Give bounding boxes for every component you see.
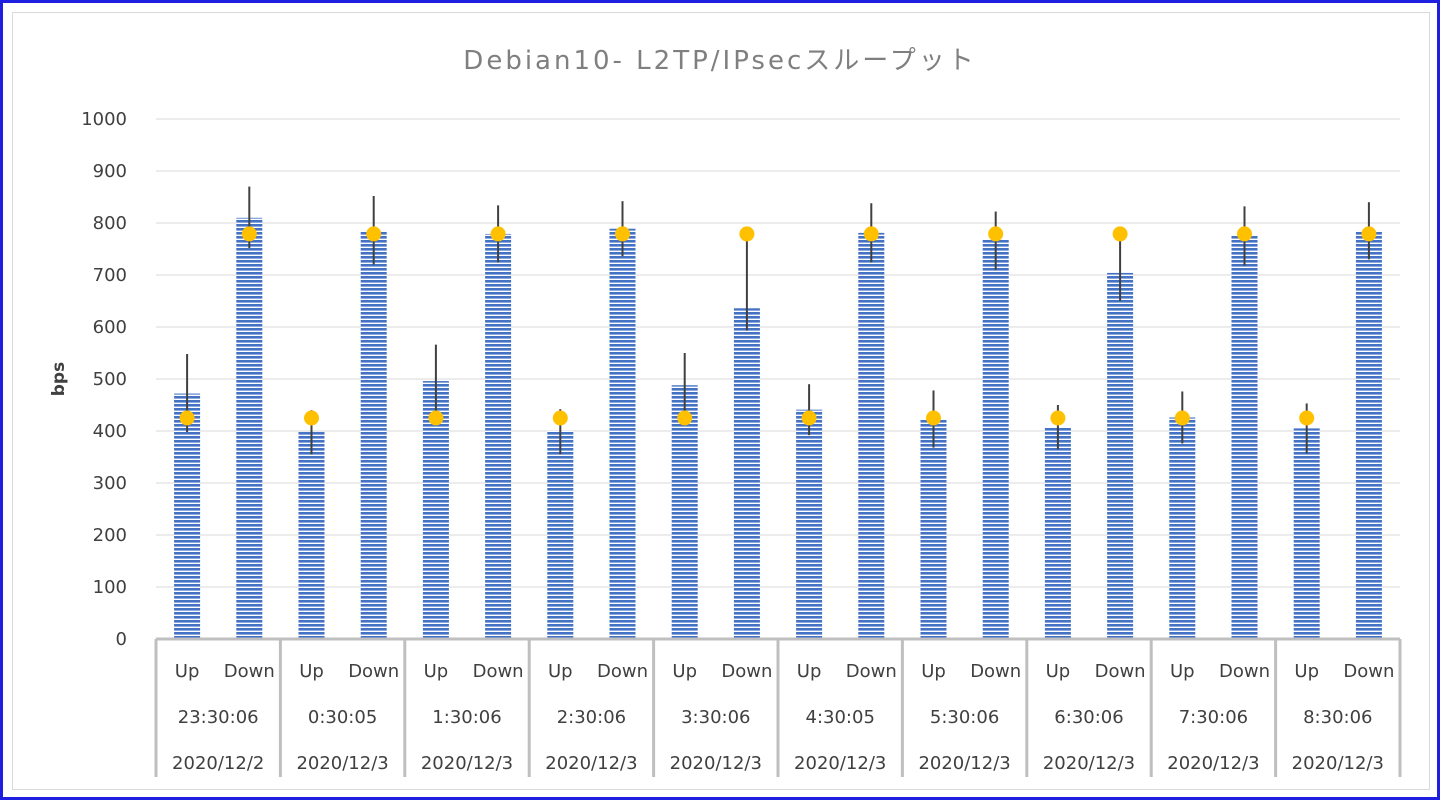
x-date-label: 2020/12/3	[1043, 753, 1135, 774]
x-date-label: 2020/12/3	[1292, 753, 1384, 774]
bar-up	[174, 393, 201, 639]
marker-point	[801, 410, 817, 426]
x-tick-label-down: Down	[224, 661, 275, 682]
x-tick-label-up: Up	[1294, 661, 1319, 682]
x-tick-label-up: Up	[921, 661, 946, 682]
x-time-label: 23:30:06	[178, 707, 259, 728]
bar-down	[982, 239, 1009, 639]
marker-point	[304, 410, 319, 426]
y-tick-label: 900	[93, 161, 127, 182]
x-date-label: 2020/12/3	[296, 753, 388, 774]
marker-point	[1361, 226, 1377, 242]
marker-point	[677, 410, 693, 426]
y-axis-label: bps	[49, 362, 69, 396]
x-tick-label-up: Up	[797, 661, 822, 682]
x-time-label: 7:30:06	[1179, 707, 1248, 728]
marker-point	[863, 226, 879, 242]
chart-area	[12, 12, 1430, 790]
x-tick-label-down: Down	[1095, 661, 1146, 682]
y-tick-label: 500	[93, 369, 127, 390]
marker-point	[179, 410, 195, 426]
x-tick-label-down: Down	[597, 661, 648, 682]
marker-point	[1112, 226, 1128, 242]
bar-down	[360, 230, 387, 640]
bar-up	[1169, 417, 1196, 639]
y-tick-label: 700	[93, 265, 127, 286]
x-tick-label-up: Up	[175, 661, 200, 682]
x-date-label: 2020/12/3	[670, 753, 762, 774]
bar-down	[858, 232, 885, 639]
y-tick-label: 200	[93, 525, 127, 546]
marker-point	[1299, 410, 1315, 426]
x-tick-label-up: Up	[299, 661, 324, 682]
bar-down	[1107, 272, 1134, 639]
x-tick-label-up: Up	[548, 661, 573, 682]
marker-point	[739, 226, 755, 242]
x-date-label: 2020/12/3	[918, 753, 1010, 774]
bar-up	[671, 385, 698, 639]
y-tick-label: 400	[93, 421, 127, 442]
bar-up	[1293, 428, 1320, 639]
marker-point	[366, 226, 382, 242]
marker-point	[490, 226, 506, 242]
x-time-label: 0:30:05	[308, 707, 377, 728]
bar-up	[796, 409, 823, 639]
x-time-label: 6:30:06	[1054, 707, 1123, 728]
y-tick-label: 0	[116, 629, 127, 650]
marker-point	[615, 226, 630, 242]
marker-point	[926, 410, 941, 426]
bar-up	[1044, 427, 1071, 639]
y-tick-label: 1000	[81, 109, 127, 130]
y-tick-label: 600	[93, 317, 127, 338]
x-time-label: 5:30:06	[930, 707, 999, 728]
x-tick-label-down: Down	[970, 661, 1021, 682]
marker-point	[1174, 410, 1190, 426]
y-tick-label: 300	[93, 473, 127, 494]
marker-point	[241, 226, 257, 242]
y-tick-label: 100	[93, 577, 127, 598]
x-time-label: 4:30:05	[806, 707, 875, 728]
y-tick-label: 800	[93, 213, 127, 234]
bar-down	[1355, 230, 1382, 640]
x-time-label: 2:30:06	[557, 707, 626, 728]
x-date-label: 2020/12/3	[1167, 753, 1259, 774]
chart-title: Debian10- L2TP/IPsecスループット	[463, 46, 976, 76]
bar-down	[236, 217, 263, 640]
bar-down	[733, 308, 760, 639]
x-tick-label-down: Down	[1219, 661, 1270, 682]
x-time-label: 8:30:06	[1303, 707, 1372, 728]
x-date-label: 2020/12/3	[421, 753, 513, 774]
marker-point	[428, 410, 444, 426]
x-time-label: 3:30:06	[681, 707, 750, 728]
x-tick-label-up: Up	[1170, 661, 1195, 682]
bar-down	[1231, 236, 1258, 639]
marker-point	[1237, 226, 1252, 242]
x-date-label: 2020/12/3	[794, 753, 886, 774]
x-tick-label-down: Down	[473, 661, 524, 682]
x-date-label: 2020/12/3	[545, 753, 637, 774]
marker-point	[552, 410, 568, 426]
marker-point	[988, 226, 1004, 242]
bar-down	[609, 228, 636, 639]
bar-up	[298, 432, 325, 639]
x-tick-label-down: Down	[1343, 661, 1394, 682]
x-tick-label-down: Down	[348, 661, 399, 682]
x-tick-label-up: Up	[424, 661, 449, 682]
marker-point	[1050, 410, 1066, 426]
x-tick-label-up: Up	[672, 661, 697, 682]
x-tick-label-down: Down	[721, 661, 772, 682]
x-time-label: 1:30:06	[432, 707, 501, 728]
x-tick-label-up: Up	[1046, 661, 1071, 682]
bar-up	[547, 431, 574, 639]
x-date-label: 2020/12/2	[172, 753, 264, 774]
bar-down	[485, 233, 512, 640]
bar-up	[920, 419, 947, 639]
x-tick-label-down: Down	[846, 661, 897, 682]
